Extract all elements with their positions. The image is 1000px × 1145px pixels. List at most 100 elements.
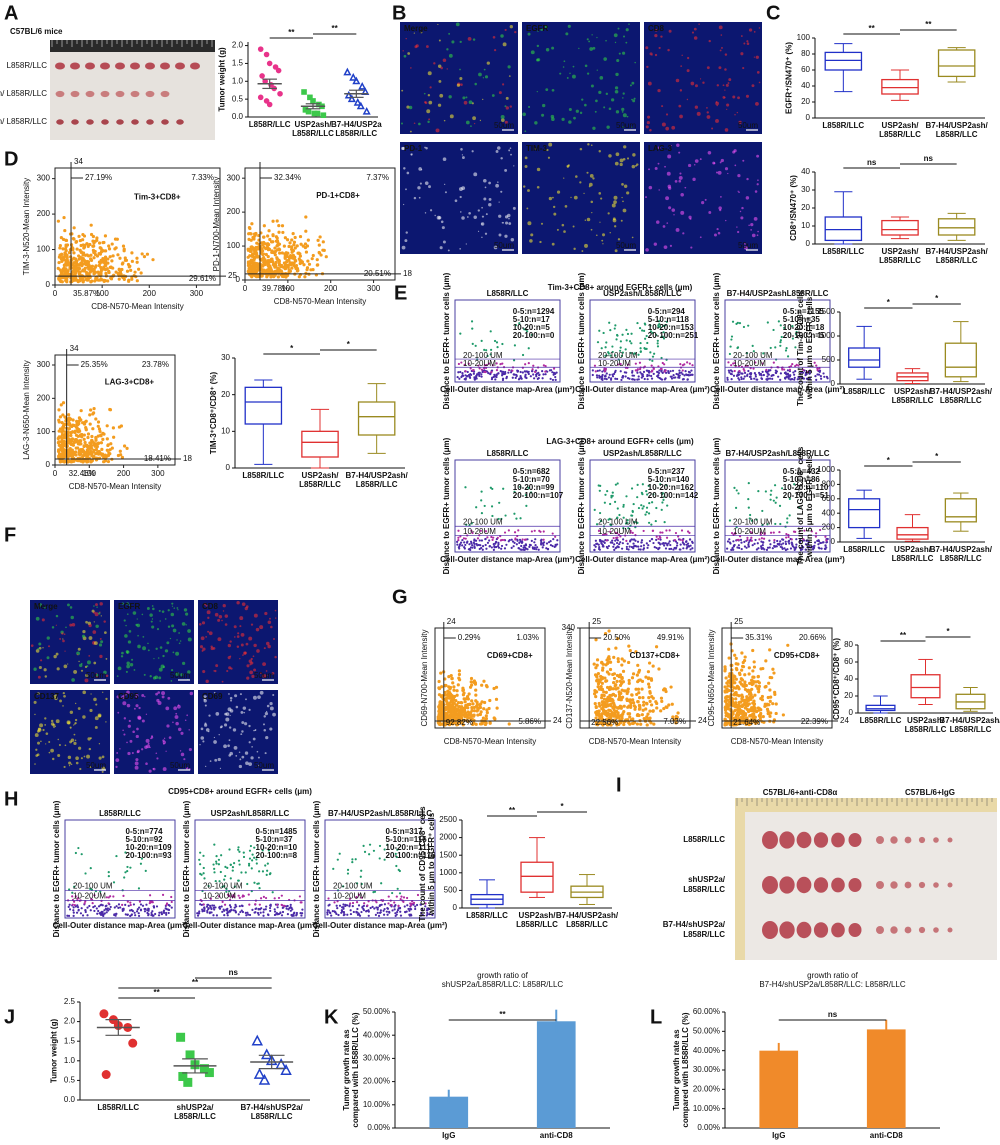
tumor (55, 90, 65, 98)
cell-dot (650, 703, 654, 707)
cell-dot (614, 377, 617, 380)
cell-dot (679, 543, 682, 546)
stain (249, 670, 254, 675)
cell-dot (59, 236, 63, 240)
cell-dot (779, 378, 782, 381)
stain (186, 714, 189, 717)
cell-dot (593, 544, 596, 547)
stain (739, 210, 742, 213)
cell-dot (82, 433, 86, 437)
stain (500, 34, 504, 38)
stain (578, 47, 580, 50)
stain (105, 658, 108, 660)
cell-dot (641, 483, 644, 486)
cell-dot (101, 437, 105, 441)
stain (621, 107, 625, 112)
stain (64, 650, 66, 652)
cell-dot (630, 693, 634, 697)
stain (717, 231, 721, 235)
cell-dot (464, 370, 467, 373)
stain (151, 605, 154, 607)
stain (493, 245, 498, 250)
cell-dot (620, 675, 624, 680)
x-axis-label: Cell-Outer distance map-Area (μm²) (710, 385, 845, 394)
cell-dot (519, 485, 522, 489)
stain (608, 154, 612, 158)
stain (202, 647, 206, 651)
stain (161, 691, 166, 696)
stain (263, 647, 266, 650)
cell-dot (637, 353, 640, 356)
stain (89, 765, 92, 769)
cell-dot (757, 690, 761, 694)
cell-dot (474, 688, 478, 692)
y-tick-label: 0 (46, 280, 51, 289)
cell-dot (65, 256, 69, 260)
stain (55, 652, 59, 656)
cell-dot (457, 712, 461, 716)
image-label: CD8 (648, 24, 665, 33)
cell-dot (688, 362, 691, 365)
stain (34, 713, 36, 716)
cell-dot (662, 687, 667, 691)
cell-dot (456, 543, 459, 546)
cell-dot (468, 547, 471, 551)
y-axis-label: PD-1-N700-Mean Intensity (212, 177, 221, 272)
stain (244, 722, 248, 726)
stain (75, 756, 79, 761)
stain (38, 603, 43, 607)
cell-dot (554, 375, 557, 379)
cell-dot (723, 685, 727, 689)
tumor (947, 927, 953, 933)
cell-dot (600, 542, 603, 545)
stain (462, 156, 465, 160)
stain (605, 92, 609, 96)
stain (123, 619, 126, 622)
cell-dot (457, 669, 462, 673)
cell-dot (496, 544, 500, 548)
stain (201, 621, 206, 625)
cell-dot (271, 233, 275, 237)
cell-dot (658, 535, 661, 538)
group-heading: LAG-3+CD8+ around EGFR+ cells (μm) (546, 437, 694, 446)
stain (479, 119, 482, 122)
cell-dot (456, 701, 461, 705)
cell-dot (451, 722, 455, 726)
cell-dot (800, 377, 803, 380)
cell-dot (627, 678, 631, 683)
stain (413, 32, 415, 34)
stain (240, 710, 244, 714)
cell-dot (600, 668, 605, 672)
stain (539, 240, 542, 244)
cell-dot (483, 370, 486, 374)
stain (713, 162, 716, 165)
cell-dot (69, 442, 73, 447)
stain (448, 32, 451, 35)
stain (728, 78, 732, 82)
cell-dot (752, 699, 756, 703)
stain (579, 111, 583, 115)
cell-dot (262, 224, 266, 228)
quadrant-percent: 1.03% (516, 633, 539, 642)
cell-dot (732, 723, 736, 727)
stain (473, 122, 476, 125)
cell-dot (726, 378, 729, 381)
cell-dot (644, 513, 647, 516)
cell-dot (469, 676, 474, 681)
cell-dot (663, 544, 666, 547)
stain (481, 206, 483, 209)
cell-dot (103, 234, 108, 238)
stain (98, 743, 101, 745)
cell-dot (619, 349, 622, 352)
cell-dot (737, 377, 740, 380)
cell-dot (795, 363, 798, 366)
cell-dot (652, 366, 655, 369)
stain (223, 744, 227, 749)
cell-dot (646, 546, 649, 549)
stain (187, 629, 191, 633)
cell-dot (621, 695, 625, 699)
cell-dot (93, 265, 97, 269)
cell-dot (83, 253, 88, 257)
stain (213, 740, 217, 744)
scale-bar-label: 50um (494, 121, 514, 130)
